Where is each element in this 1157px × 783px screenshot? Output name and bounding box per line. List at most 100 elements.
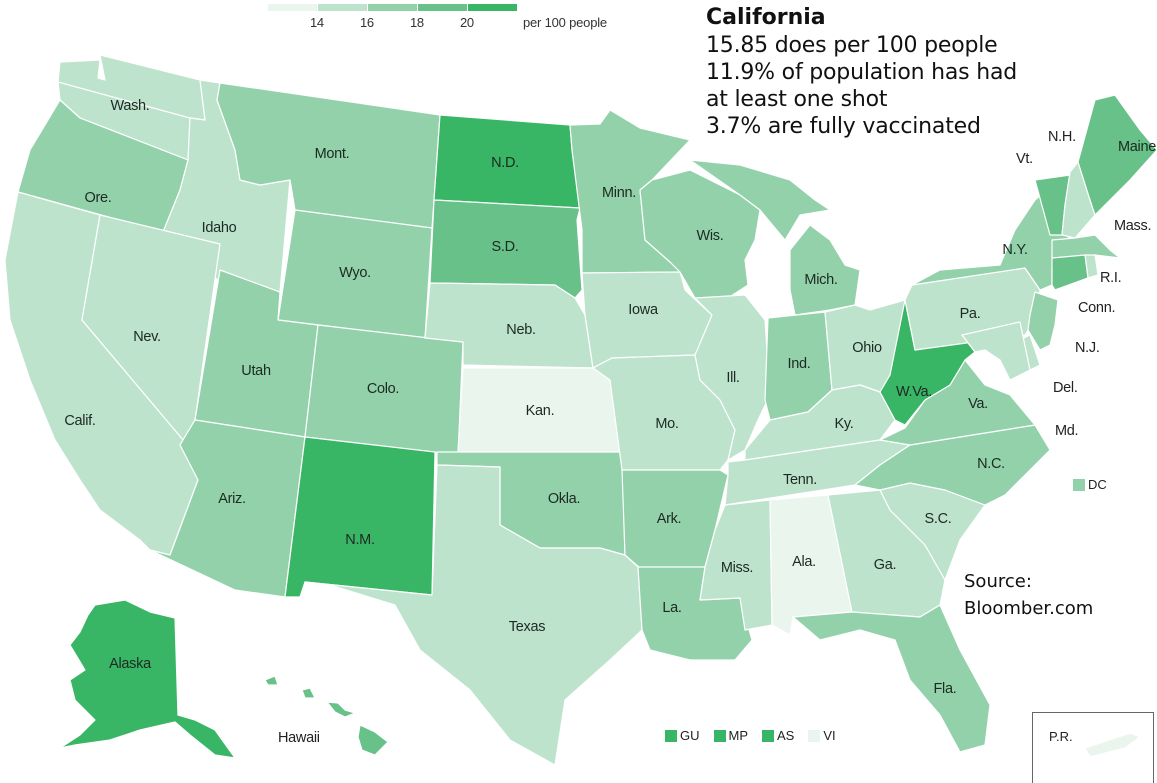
state-new-jersey[interactable] <box>1027 291 1059 351</box>
label-maine: Maine <box>1118 139 1156 155</box>
mp-swatch <box>713 729 726 742</box>
state-virginia[interactable] <box>879 359 1036 446</box>
info-one-shot-line2: at least one shot <box>706 87 888 112</box>
label-ala: Ala. <box>792 554 816 570</box>
label-idaho: Idaho <box>202 220 237 236</box>
vi-label: VI <box>823 728 836 743</box>
label-mich: Mich. <box>804 272 837 288</box>
mp-label: MP <box>728 728 749 743</box>
label-miss: Miss. <box>721 560 753 576</box>
label-vt: Vt. <box>1016 151 1033 167</box>
label-nh: N.H. <box>1048 129 1076 145</box>
legend-bin-1 <box>268 4 317 11</box>
legend-bin-5 <box>468 4 517 11</box>
state-info-panel: California 15.85 does per 100 people 11.… <box>706 4 1017 140</box>
label-hawaii: Hawaii <box>278 730 320 746</box>
label-ohio: Ohio <box>852 340 882 356</box>
pr-label: P.R. <box>1049 729 1073 744</box>
label-conn: Conn. <box>1078 300 1115 316</box>
state-maryland[interactable] <box>961 321 1031 381</box>
label-okla: Okla. <box>548 491 580 507</box>
state-north-carolina[interactable] <box>854 424 1051 506</box>
label-wyo: Wyo. <box>339 265 371 281</box>
label-ind: Ind. <box>788 356 811 372</box>
label-ore: Ore. <box>85 190 112 206</box>
label-alaska: Alaska <box>109 656 152 672</box>
label-wash: Wash. <box>110 98 149 114</box>
label-utah: Utah <box>241 363 271 379</box>
state-new-mexico[interactable] <box>284 436 436 598</box>
label-nm: N.M. <box>345 532 374 548</box>
territory-mp[interactable]: MP <box>713 728 749 743</box>
label-fla: Fla. <box>934 681 957 697</box>
territory-puerto-rico[interactable] <box>1084 732 1141 758</box>
label-colo: Colo. <box>367 381 399 397</box>
label-texas: Texas <box>509 619 545 635</box>
legend-unit: per 100 people <box>523 15 607 30</box>
label-nev: Nev. <box>133 329 161 345</box>
label-neb: Neb. <box>506 322 535 338</box>
label-ga: Ga. <box>874 557 896 573</box>
label-ill: Ill. <box>726 370 739 386</box>
dc-swatch <box>1073 478 1085 491</box>
state-illinois[interactable] <box>694 294 771 461</box>
state-texas[interactable] <box>304 464 643 766</box>
label-minn: Minn. <box>602 185 636 201</box>
label-nc: N.C. <box>977 456 1005 472</box>
label-ky: Ky. <box>835 416 854 432</box>
state-washington[interactable] <box>57 54 206 161</box>
label-nd: N.D. <box>491 155 519 171</box>
label-wva: W.Va. <box>896 384 932 400</box>
gu-swatch <box>665 729 677 742</box>
territories-legend: GU MP AS VI <box>665 728 836 743</box>
source-line1: Source: <box>964 571 1032 592</box>
info-one-shot-line1: 11.9% of population has had <box>706 60 1018 85</box>
label-md: Md. <box>1055 423 1078 439</box>
legend-bin-4 <box>418 4 467 11</box>
label-sd: S.D. <box>492 239 519 255</box>
legend-bin-2 <box>318 4 367 11</box>
vi-swatch <box>808 729 821 742</box>
label-sc: S.C. <box>925 511 952 527</box>
label-ri: R.I. <box>1100 270 1121 286</box>
state-maine[interactable] <box>1077 94 1157 216</box>
label-mass: Mass. <box>1114 218 1151 234</box>
label-tenn: Tenn. <box>783 472 817 488</box>
label-iowa: Iowa <box>628 302 659 318</box>
territory-vi[interactable]: VI <box>808 728 836 743</box>
state-florida[interactable] <box>792 604 991 753</box>
label-nj: N.J. <box>1075 340 1100 356</box>
state-hawaii[interactable] <box>264 675 389 756</box>
territory-as[interactable]: AS <box>762 728 794 743</box>
label-ariz: Ariz. <box>218 491 246 507</box>
gu-label: GU <box>680 728 700 743</box>
label-wis: Wis. <box>697 228 724 244</box>
puerto-rico-inset: P.R. <box>1032 712 1154 783</box>
dc-label: DC <box>1088 477 1107 492</box>
source-note: Source: Bloomber.com <box>964 568 1093 622</box>
legend-tick-16: 16 <box>360 15 374 30</box>
label-la: La. <box>662 600 681 616</box>
label-va: Va. <box>968 396 988 412</box>
as-label: AS <box>777 728 795 743</box>
state-connecticut[interactable] <box>1051 254 1089 291</box>
label-calif: Calif. <box>64 413 95 429</box>
state-alaska[interactable] <box>59 599 236 759</box>
legend-tick-14: 14 <box>310 15 324 30</box>
label-pa: Pa. <box>960 306 981 322</box>
source-line2: Bloomber.com <box>964 598 1094 619</box>
as-swatch <box>762 729 774 742</box>
label-mont: Mont. <box>315 146 350 162</box>
label-del: Del. <box>1053 380 1078 396</box>
label-ny: N.Y. <box>1002 242 1027 258</box>
legend-bin-3 <box>368 4 417 11</box>
info-doses: 15.85 does per 100 people <box>706 33 998 58</box>
dc-marker[interactable]: DC <box>1073 477 1107 492</box>
color-legend: 14 16 18 20 per 100 people <box>268 4 688 34</box>
legend-tick-20: 20 <box>460 15 474 30</box>
state-michigan[interactable] <box>689 159 861 316</box>
territory-gu[interactable]: GU <box>665 728 700 743</box>
label-mo: Mo. <box>655 416 678 432</box>
legend-tick-18: 18 <box>410 15 424 30</box>
